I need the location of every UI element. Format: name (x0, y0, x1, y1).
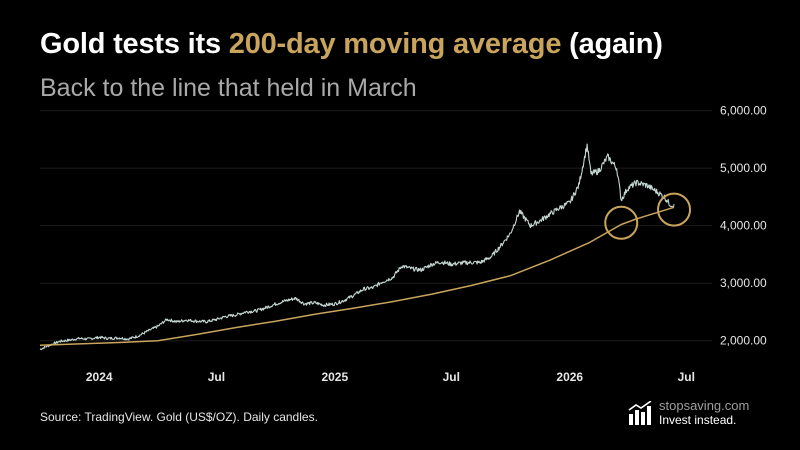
y-tick-label: 5,000.00 (720, 161, 767, 175)
annotation-circle (657, 192, 692, 227)
y-tick-label: 3,000.00 (720, 276, 767, 290)
y-tick-label: 6,000.00 (720, 104, 767, 118)
price-series-line (39, 143, 675, 351)
brand-logo: stopsaving.com Invest instead. (628, 398, 778, 430)
chart-title-start: Gold tests its (40, 28, 229, 60)
moving-average-line (39, 206, 675, 347)
x-tick-label: Jul (443, 370, 460, 384)
y-tick-label: 2,000.00 (720, 334, 767, 348)
chart-subtitle: Back to the line that held in March (40, 74, 417, 102)
x-tick-label: 2024 (86, 370, 113, 384)
x-tick-label: Jul (678, 370, 695, 384)
brand-tagline: Invest instead. (659, 413, 737, 427)
brand-name: stopsaving.com (659, 398, 750, 413)
x-tick-label: Jul (208, 370, 225, 384)
chart-title: Gold tests its 200-day moving average (a… (40, 28, 663, 61)
annotation-circle (604, 205, 639, 240)
chart-title-end: (again) (561, 28, 663, 60)
x-tick-label: 2025 (321, 370, 348, 384)
chart-title-accent: 200-day moving average (228, 28, 562, 60)
bar-chart-icon (628, 401, 652, 425)
source-note: Source: TradingView. Gold (US$/OZ). Dail… (40, 410, 318, 424)
y-tick-label: 4,000.00 (720, 219, 767, 233)
x-tick-label: 2026 (556, 370, 583, 384)
